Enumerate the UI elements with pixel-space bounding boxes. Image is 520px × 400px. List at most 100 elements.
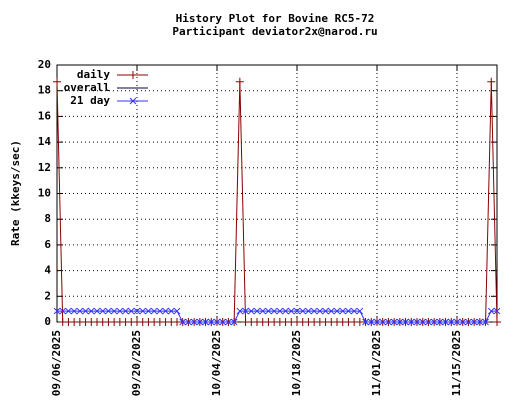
marker <box>156 307 164 315</box>
marker <box>442 318 449 326</box>
legend-marker <box>129 97 137 105</box>
y-tick-label: 0 <box>44 315 51 328</box>
marker <box>345 307 352 315</box>
marker <box>402 318 409 326</box>
y-tick-label: 6 <box>44 238 51 251</box>
marker <box>116 307 124 315</box>
x-tick-label: 10/18/2025 <box>290 330 303 396</box>
y-tick-label: 18 <box>38 84 51 97</box>
marker <box>413 318 421 326</box>
marker <box>219 318 227 326</box>
marker <box>236 307 244 315</box>
marker <box>333 307 341 315</box>
legend-label: overall <box>64 81 110 94</box>
marker <box>385 318 392 326</box>
chart-subtitle: Participant deviator2x@narod.ru <box>172 25 377 38</box>
marker <box>305 307 312 315</box>
marker <box>322 307 329 315</box>
y-tick-label: 14 <box>38 135 52 148</box>
marker <box>190 318 198 326</box>
marker <box>53 307 61 315</box>
y-tick-label: 10 <box>38 187 51 200</box>
marker <box>70 307 78 315</box>
marker <box>373 318 381 326</box>
y-axis-label: Rate (kkeys/sec) <box>9 140 22 246</box>
marker <box>139 307 147 315</box>
marker <box>259 307 267 315</box>
marker <box>173 307 181 315</box>
marker <box>293 307 301 315</box>
marker <box>367 318 375 326</box>
series-line <box>57 310 497 323</box>
marker <box>356 307 364 315</box>
chart-title: History Plot for Bovine RC5-72 <box>176 12 375 25</box>
marker <box>362 318 369 326</box>
marker <box>419 318 427 326</box>
marker <box>185 318 192 326</box>
marker <box>105 307 112 315</box>
marker <box>213 318 221 326</box>
y-tick-label: 8 <box>44 212 51 225</box>
marker <box>436 318 444 326</box>
x-tick-label: 10/04/2025 <box>210 330 223 396</box>
marker <box>470 318 478 326</box>
marker <box>459 318 467 326</box>
marker <box>230 318 238 326</box>
marker <box>379 318 387 326</box>
y-tick-label: 16 <box>38 109 52 122</box>
y-tick-label: 12 <box>38 161 51 174</box>
y-tick-label: 2 <box>44 289 51 302</box>
marker <box>310 307 318 315</box>
marker <box>127 307 135 315</box>
marker <box>390 318 398 326</box>
marker <box>407 318 415 326</box>
marker <box>430 318 438 326</box>
marker <box>133 307 141 315</box>
marker <box>179 318 187 326</box>
marker <box>247 307 255 315</box>
marker <box>93 307 101 315</box>
marker <box>150 307 158 315</box>
marker <box>299 307 307 315</box>
marker <box>482 318 489 326</box>
marker <box>465 318 472 326</box>
x-tick-label: 09/20/2025 <box>130 330 143 396</box>
marker <box>242 307 249 315</box>
marker <box>276 307 284 315</box>
marker <box>265 307 272 315</box>
marker <box>76 307 84 315</box>
marker <box>196 318 204 326</box>
marker <box>65 307 72 315</box>
marker <box>339 307 347 315</box>
marker <box>476 318 484 326</box>
marker <box>235 77 244 86</box>
x-tick-label: 11/15/2025 <box>450 330 463 396</box>
marker <box>425 318 432 326</box>
marker <box>253 307 261 315</box>
marker <box>453 318 461 326</box>
marker <box>396 318 404 326</box>
marker <box>350 307 358 315</box>
marker <box>493 307 501 315</box>
marker <box>282 307 289 315</box>
marker <box>225 318 232 326</box>
legend-label: daily <box>77 68 110 81</box>
marker <box>162 307 169 315</box>
legend-label: 21 day <box>70 94 110 107</box>
y-tick-label: 4 <box>44 264 51 277</box>
legend-marker <box>129 71 137 79</box>
marker <box>207 318 215 326</box>
y-tick-label: 20 <box>38 58 51 71</box>
marker <box>99 307 107 315</box>
marker <box>53 77 61 86</box>
marker <box>59 307 67 315</box>
marker <box>316 307 324 315</box>
marker <box>270 307 278 315</box>
series-line <box>56 81 498 323</box>
marker <box>287 307 295 315</box>
marker <box>87 307 95 315</box>
marker <box>82 307 89 315</box>
marker <box>202 318 209 326</box>
x-tick-label: 09/06/2025 <box>50 330 63 396</box>
